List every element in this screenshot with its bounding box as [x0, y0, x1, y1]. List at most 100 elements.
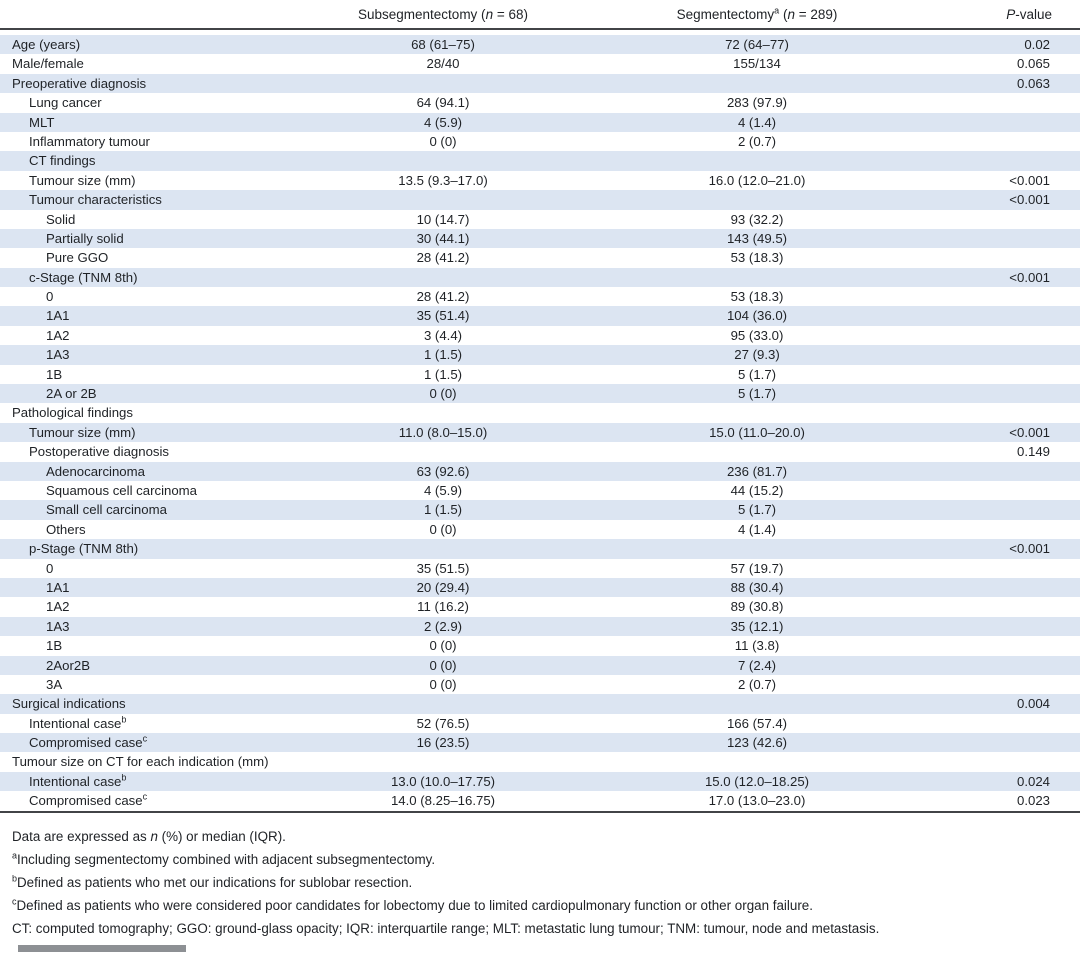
table-row: 1A2 11 (16.2) 89 (30.8): [0, 597, 1080, 616]
footnote-marker-b: b: [121, 772, 127, 783]
table-row: 2Aor2B 0 (0) 7 (2.4): [0, 655, 1080, 675]
subsegmentectomy-value: 1 (1.5): [423, 366, 463, 382]
segmentectomy-value: 5 (1.7): [737, 502, 777, 518]
table-row: 1B 0 (0) 11 (3.8): [0, 636, 1080, 655]
row-label: MLT: [29, 114, 55, 130]
p-value: <0.001: [1009, 541, 1050, 557]
subsegmentectomy-value: 28 (41.2): [416, 289, 470, 305]
table-row: Lung cancer 64 (94.1) 283 (97.9): [0, 93, 1080, 112]
segmentectomy-value: 11 (3.8): [734, 638, 780, 654]
table-row: 1A1 35 (51.4) 104 (36.0): [0, 306, 1080, 326]
segmentectomy-value: 95 (33.0): [730, 327, 784, 343]
row-label: Age (years): [12, 37, 81, 52]
table-row: 1A1 20 (29.4) 88 (30.4): [0, 577, 1080, 598]
segmentectomy-value: 2 (0.7): [737, 676, 777, 692]
table-row: Inflammatory tumour 0 (0) 2 (0.7): [0, 132, 1080, 151]
table-row: Pathological findings: [0, 403, 1080, 422]
segmentectomy-value: 123 (42.6): [726, 735, 788, 751]
header-segmentectomy: Segmentectomya (n = 289): [676, 5, 838, 22]
row-label: Squamous cell carcinoma: [46, 482, 197, 498]
row-label: 1A3: [46, 618, 70, 634]
subsegmentectomy-value: 0 (0): [429, 386, 457, 402]
table-row: Tumour size on CT for each indication (m…: [0, 752, 1080, 771]
row-label: 1A1: [46, 308, 70, 324]
footnote-line: CT: computed tomography; GGO: ground-gla…: [12, 920, 880, 936]
bottom-rule: [0, 810, 1080, 813]
subsegmentectomy-value: 11 (16.2): [417, 599, 469, 615]
table-row: Compromised casec 14.0 (8.25–16.75) 17.0 (…: [0, 791, 1080, 810]
subsegmentectomy-value: 0 (0): [429, 657, 457, 673]
table-row: Compromised casec 16 (23.5) 123 (42.6): [0, 733, 1080, 753]
segmentectomy-value: 2 (0.7): [737, 133, 777, 149]
p-value: 0.063: [1016, 75, 1050, 91]
table-row: c-Stage (TNM 8th) <0.001: [0, 267, 1080, 288]
row-label: Postoperative diagnosis: [29, 444, 170, 460]
segmentectomy-value: 236 (81.7): [726, 463, 788, 479]
p-value: 0.023: [1016, 793, 1050, 809]
table-header-row: Subsegmentectomy (n = 68) Segmentectomya…: [0, 0, 1080, 28]
subsegmentectomy-value: 28/40: [426, 56, 460, 72]
footnote-marker-a: a: [774, 5, 780, 15]
p-value: 0.02: [1024, 37, 1050, 52]
footnote-marker-c: c: [142, 733, 148, 744]
row-label: 0: [46, 560, 54, 576]
footnote-marker-b: b: [12, 873, 18, 884]
p-value: 0.149: [1016, 444, 1050, 460]
subsegmentectomy-value: 4 (5.9): [423, 114, 463, 130]
table-row: Tumour size (mm) 13.5 (9.3–17.0) 16.0 (12.…: [0, 171, 1080, 190]
segmentectomy-value: 16.0 (12.0–21.0): [708, 172, 806, 188]
subsegmentectomy-value: 35 (51.4): [416, 308, 470, 324]
row-label: 3A: [46, 676, 63, 692]
subsegmentectomy-value: 3 (4.4): [423, 327, 463, 343]
row-label: 1B: [46, 366, 63, 382]
subsegmentectomy-value: 1 (1.5): [423, 347, 463, 363]
segmentectomy-value: 53 (18.3): [730, 250, 784, 266]
row-label: 2Aor2B: [46, 657, 90, 673]
row-label: Adenocarcinoma: [46, 463, 145, 479]
table-row: Intentional caseb 13.0 (10.0–17.75) 15.0 (…: [0, 771, 1080, 792]
table-row: MLT 4 (5.9) 4 (1.4): [0, 112, 1080, 132]
segmentectomy-value: 35 (12.1): [730, 618, 784, 634]
segmentectomy-value: 155/134: [733, 56, 781, 72]
table-row: p-Stage (TNM 8th) <0.001: [0, 539, 1080, 559]
row-label: 1A3: [46, 347, 70, 363]
table-body: Age (years) 68 (61–75) 72 (64–77) 0.02 Male/…: [0, 35, 1080, 811]
footnote-marker-c: c: [142, 791, 148, 802]
row-label: Compromised casec: [29, 733, 148, 751]
p-value: <0.001: [1009, 269, 1050, 285]
segmentectomy-value: 143 (49.5): [726, 230, 788, 246]
segmentectomy-value: 104 (36.0): [726, 308, 788, 324]
segmentectomy-value: 5 (1.7): [737, 366, 777, 382]
footnote-marker-c: c: [12, 896, 17, 907]
subsegmentectomy-value: 0 (0): [429, 638, 457, 654]
row-label: Tumour size on CT for each indication (m…: [12, 754, 269, 770]
segmentectomy-value: 7 (2.4): [737, 657, 777, 673]
subsegmentectomy-value: 11.0 (8.0–15.0): [398, 424, 488, 440]
row-label: Surgical indications: [12, 696, 126, 712]
footnote-line: bDefined as patients who met our indicat…: [12, 873, 413, 890]
row-label: Compromised casec: [29, 791, 148, 809]
table-row: Preoperative diagnosis 0.063: [0, 73, 1080, 94]
segmentectomy-value: 88 (30.4): [730, 579, 784, 595]
row-label: c-Stage (TNM 8th): [29, 269, 138, 285]
row-label: 2A or 2B: [46, 386, 97, 402]
segmentectomy-value: 53 (18.3): [730, 289, 784, 305]
segmentectomy-value: 93 (32.2): [730, 211, 784, 227]
row-label: 1A2: [46, 599, 70, 615]
footnote-marker-a: a: [12, 850, 18, 861]
segmentectomy-value: 283 (97.9): [726, 95, 788, 111]
p-value: 0.004: [1016, 696, 1050, 712]
subsegmentectomy-value: 64 (94.1): [416, 95, 470, 111]
table-footnotes: Data are expressed as n (%) or median (I…: [0, 813, 1080, 940]
table-row: CT findings: [0, 151, 1080, 171]
subsegmentectomy-value: 52 (76.5): [416, 715, 470, 731]
subsegmentectomy-value: 16 (23.5): [416, 735, 470, 751]
row-label: 1B: [46, 638, 63, 654]
subsegmentectomy-value: 68 (61–75): [411, 37, 475, 52]
segmentectomy-value: 17.0 (13.0–23.0): [708, 793, 806, 809]
row-label: Inflammatory tumour: [29, 133, 150, 149]
p-value: 0.024: [1016, 773, 1050, 789]
table-row: 2A or 2B 0 (0) 5 (1.7): [0, 384, 1080, 404]
segmentectomy-value: 4 (1.4): [737, 114, 777, 130]
